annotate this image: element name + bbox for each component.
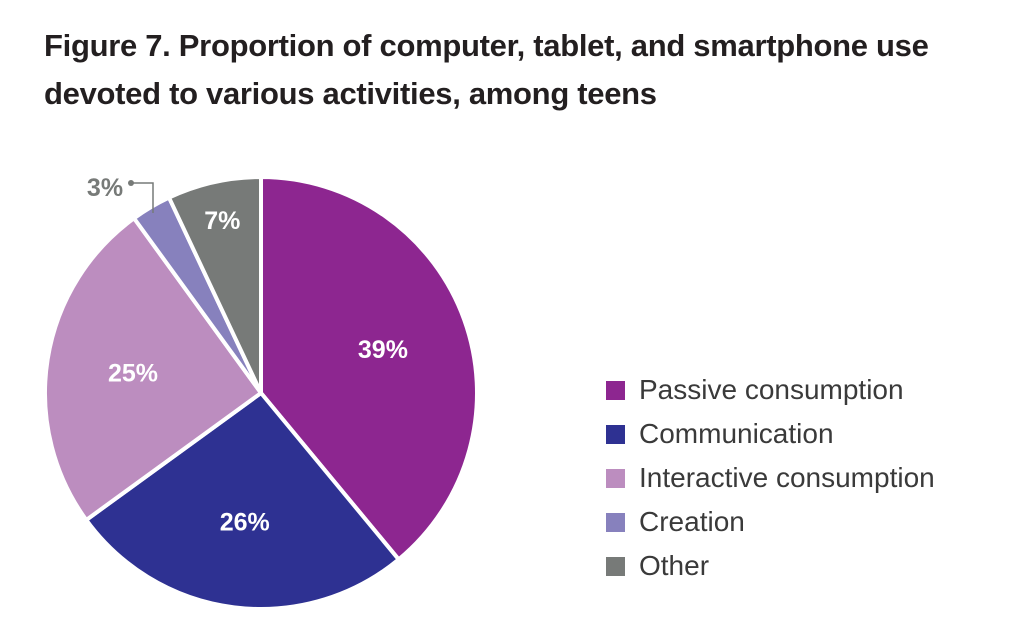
leader-line	[131, 182, 154, 213]
data-label: 25%	[108, 360, 158, 388]
data-label: 26%	[220, 509, 270, 537]
pie-slice-passive-consumption	[259, 175, 479, 562]
legend-swatch	[606, 556, 625, 576]
legend-swatch	[606, 424, 625, 444]
legend: Passive consumption Communication Interact…	[606, 368, 935, 588]
legend-item: Communication	[606, 412, 935, 456]
legend-item: Passive consumption	[606, 368, 935, 412]
legend-item: Interactive consumption	[606, 456, 935, 500]
legend-item: Creation	[606, 500, 935, 544]
legend-label: Other	[639, 550, 710, 581]
legend-label: Passive consumption	[639, 374, 904, 405]
legend-label: Interactive consumption	[639, 462, 935, 493]
legend-swatch	[606, 380, 625, 400]
data-label: 7%	[204, 207, 240, 235]
legend-item: Other	[606, 544, 935, 588]
legend-swatch	[606, 512, 625, 532]
pie-slice-interactive-consumption	[43, 216, 263, 522]
data-label: 39%	[358, 336, 408, 364]
legend-swatch	[606, 468, 625, 488]
chart-title: Figure 7. Proportion of computer, tablet…	[44, 28, 929, 111]
leader-dot	[128, 180, 134, 186]
pie-slice-other	[167, 175, 263, 395]
legend-label: Communication	[639, 418, 834, 449]
legend-label: Creation	[639, 506, 745, 537]
pie-slice-communication	[84, 391, 401, 611]
data-label: 3%	[87, 174, 123, 202]
